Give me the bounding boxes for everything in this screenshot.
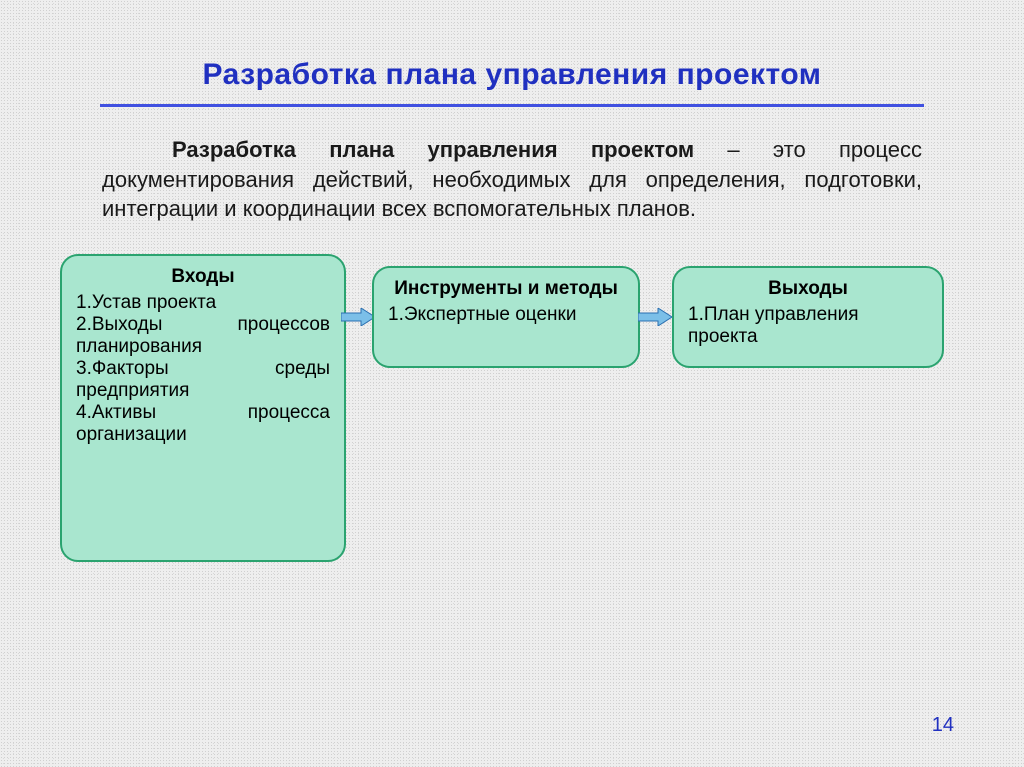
inputs-title: Входы xyxy=(76,266,330,288)
list-item: 1.Устав проекта xyxy=(76,292,330,314)
inputs-items: 1.Устав проекта 2.Выходы процессов плани… xyxy=(76,292,330,446)
tools-box: Инструменты и методы 1.Экспертные оценки xyxy=(372,266,640,368)
outputs-title: Выходы xyxy=(688,278,928,300)
slide-title: Разработка плана управления проектом xyxy=(60,58,964,92)
title-underline xyxy=(100,104,924,107)
outputs-items: 1.План управления проекта xyxy=(688,304,928,348)
list-item: 4.Активы процесса организации xyxy=(76,402,330,446)
tools-items: 1.Экспертные оценки xyxy=(388,304,624,326)
list-item: 1.План управления проекта xyxy=(688,304,928,348)
slide: Разработка плана управления проектом Раз… xyxy=(0,0,1024,767)
inputs-box: Входы 1.Устав проекта 2.Выходы процессов… xyxy=(60,254,346,562)
list-item: 1.Экспертные оценки xyxy=(388,304,624,326)
arrow-icon xyxy=(638,308,672,326)
tools-title: Инструменты и методы xyxy=(388,278,624,300)
description-bold: Разработка плана управления проектом xyxy=(172,137,694,162)
description-paragraph: Разработка плана управления проектом – э… xyxy=(102,135,922,224)
list-item: 2.Выходы процессов планирования xyxy=(76,314,330,358)
list-item: 3.Факторы среды предприятия xyxy=(76,358,330,402)
arrow-icon xyxy=(341,308,375,326)
page-number: 14 xyxy=(932,714,954,737)
outputs-box: Выходы 1.План управления проекта xyxy=(672,266,944,368)
flow-diagram: Входы 1.Устав проекта 2.Выходы процессов… xyxy=(60,254,964,594)
